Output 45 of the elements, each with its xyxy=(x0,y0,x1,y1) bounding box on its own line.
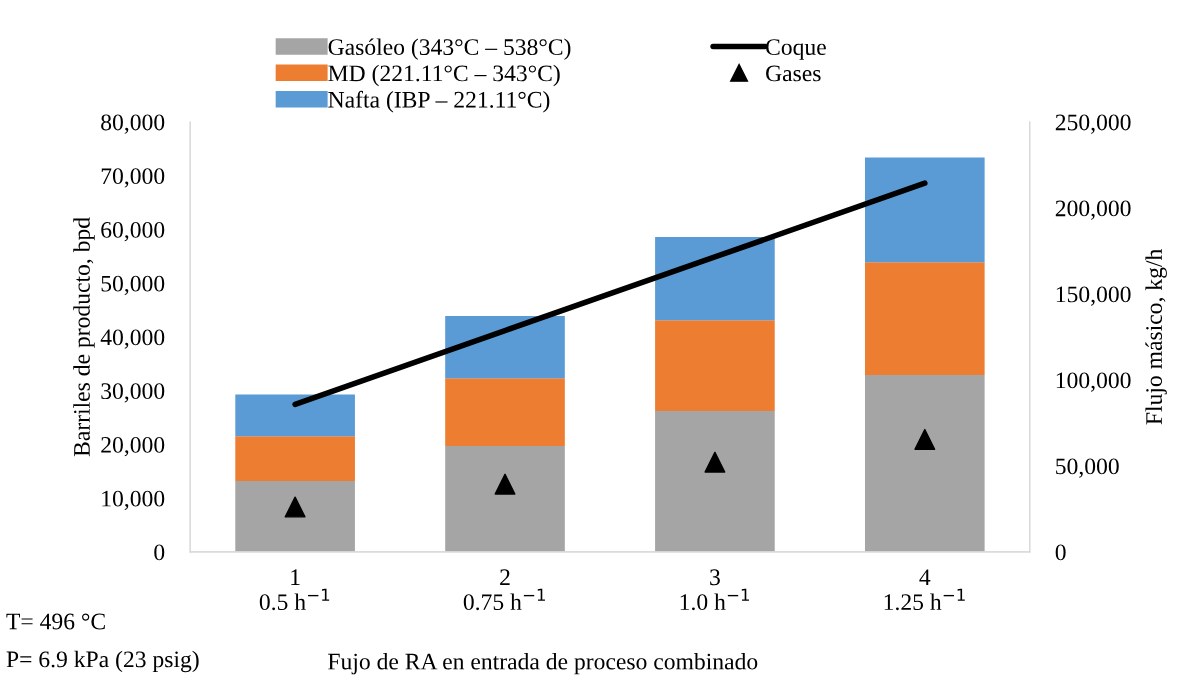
bar xyxy=(445,378,565,447)
y-tick-label: 10,000 xyxy=(102,490,165,510)
y2-tick-label: 100,000 xyxy=(1056,372,1131,392)
point xyxy=(494,473,516,495)
x-tick-label: 2 0.75 h$^{−1}$ xyxy=(463,569,545,611)
y-tick-label: 20,000 xyxy=(101,436,165,457)
y-tick-label: 80,000 xyxy=(101,114,165,134)
text: P= 6.9 kPa (23 psig) xyxy=(6,650,199,673)
bar xyxy=(864,262,985,376)
y-tick-label: 60,000 xyxy=(101,221,165,242)
x-tick-label: 4 1.25 h$^{−1}$ xyxy=(884,569,965,611)
x-tick-label: 1 0.5 h$^{−1}$ xyxy=(259,569,330,611)
y-tick-label: 70,000 xyxy=(101,168,165,188)
legend-label: Gases xyxy=(766,65,821,82)
text: T= 496 °C xyxy=(6,613,105,630)
y2-tick-label: 50,000 xyxy=(1056,458,1119,478)
bar xyxy=(235,480,355,552)
legend-label: MD (221.11°C – 343°C) xyxy=(328,64,560,87)
y-tick-label: 50,000 xyxy=(101,275,165,295)
x-axis-title: Fujo de RA en entrada de proceso combinado xyxy=(328,652,758,675)
legend-label: Gasóleo (343°C – 538°C) xyxy=(328,38,571,60)
y2-tick-label: 150,000 xyxy=(1056,286,1131,306)
bar xyxy=(655,411,775,552)
y-axis-title: Barriles de producto, bpd xyxy=(73,217,95,457)
y2-tick-label: 200,000 xyxy=(1055,200,1131,220)
bar xyxy=(235,394,355,437)
bar xyxy=(445,315,565,379)
y2-axis-title: Flujo másico, kg/h xyxy=(1145,249,1167,425)
y2-tick-label: 250,000 xyxy=(1055,114,1131,134)
point xyxy=(704,451,726,473)
bar xyxy=(655,236,775,321)
point xyxy=(284,496,306,518)
bar xyxy=(235,436,355,481)
y2-tick-label: 0 xyxy=(1055,544,1066,561)
x-tick-label: 3 1.0 h$^{−1}$ xyxy=(680,569,749,611)
legend-label: Nafta (IBP – 221.11°C) xyxy=(328,90,550,113)
bar xyxy=(655,320,775,412)
y-tick-label: 0 xyxy=(154,544,165,561)
point xyxy=(914,428,936,450)
bar xyxy=(445,446,565,552)
legend-label: Coque xyxy=(766,39,826,60)
y-tick-label: 40,000 xyxy=(100,329,165,349)
bar xyxy=(864,375,985,552)
bar xyxy=(864,157,985,263)
y-tick-label: 30,000 xyxy=(101,383,165,403)
